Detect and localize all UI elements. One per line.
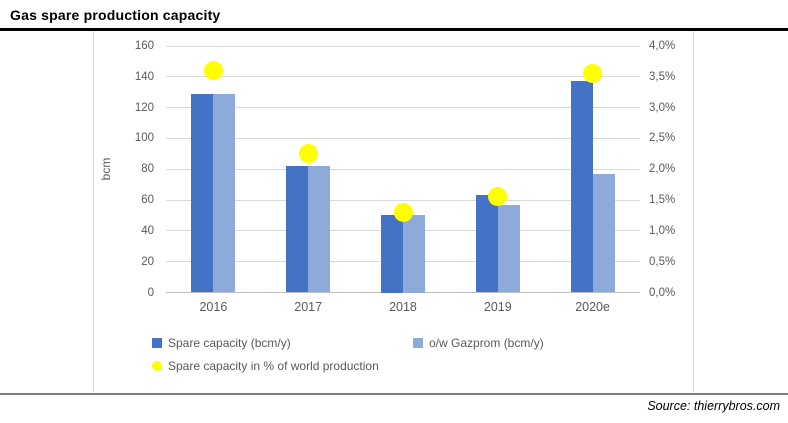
x-axis-label: 2020e [575, 300, 610, 314]
legend-item-percent-world-production: Spare capacity in % of world production [152, 359, 379, 373]
gridline [166, 168, 640, 170]
bar-spare-capacity [570, 81, 593, 293]
legend-swatch-spare-capacity [152, 338, 162, 348]
left-axis-tick: 100 [134, 132, 154, 145]
scatter-point-percent-world-production [488, 187, 508, 207]
scatter-point-percent-world-production [298, 144, 318, 164]
left-axis-tick: 40 [141, 224, 154, 237]
left-axis-tick: 160 [134, 40, 154, 52]
x-axis-line [166, 292, 640, 293]
right-axis-tick: 1,0% [649, 224, 676, 237]
legend-item-spare-capacity: Spare capacity (bcm/y) [152, 336, 291, 350]
gridline [166, 45, 640, 47]
source-credit: Source: thierrybros.com [647, 399, 780, 413]
x-axis-label: 2017 [294, 300, 323, 314]
bar-gazprom [592, 173, 615, 293]
bar-gazprom [213, 93, 236, 293]
legend-label-spare-capacity: Spare capacity (bcm/y) [168, 336, 291, 350]
left-axis-tick: 80 [141, 163, 154, 176]
gridline [166, 76, 640, 78]
legend-label-gazprom: o/w Gazprom (bcm/y) [429, 336, 544, 350]
gridline [166, 199, 640, 201]
scatter-point-percent-world-production [583, 64, 603, 84]
title-divider [0, 28, 788, 31]
scatter-point-percent-world-production [203, 61, 223, 81]
bar-gazprom [403, 215, 425, 293]
gridline [166, 107, 640, 109]
chart-frame [93, 31, 694, 393]
bottom-divider [0, 393, 788, 395]
left-axis-tick: 0 [147, 286, 154, 299]
right-axis-tick: 2,5% [649, 132, 676, 145]
gridline [166, 137, 640, 139]
right-axis-tick: 2,0% [649, 163, 676, 176]
bar-gazprom [308, 166, 331, 293]
right-axis-tick: 3,5% [649, 70, 676, 83]
bar-spare-capacity [191, 93, 214, 293]
bar-gazprom [497, 204, 520, 293]
bar-spare-capacity [475, 195, 498, 293]
left-axis-tick: 20 [141, 255, 154, 268]
bar-spare-capacity [286, 166, 309, 293]
legend-swatch-percent-world-production [152, 361, 162, 371]
page-title: Gas spare production capacity [10, 7, 221, 23]
left-axis-tick: 60 [141, 194, 154, 207]
legend-item-gazprom: o/w Gazprom (bcm/y) [413, 336, 544, 350]
left-axis-tick: 120 [134, 101, 154, 114]
scatter-point-percent-world-production [393, 202, 413, 222]
bar-spare-capacity [381, 215, 403, 293]
right-axis-tick: 0,0% [649, 286, 676, 299]
legend-label-percent-world-production: Spare capacity in % of world production [168, 359, 379, 373]
x-axis-label: 2019 [483, 300, 512, 314]
right-axis-tick: 4,0% [649, 40, 676, 52]
right-axis-tick: 3,0% [649, 101, 676, 114]
left-axis-title: bcm [99, 157, 113, 181]
legend-swatch-gazprom [413, 338, 423, 348]
right-axis-tick: 0,5% [649, 255, 676, 268]
left-axis-tick: 140 [134, 70, 154, 83]
x-axis-label: 2018 [389, 300, 417, 314]
right-axis-tick: 1,5% [649, 194, 676, 207]
x-axis-label: 2016 [199, 300, 228, 314]
